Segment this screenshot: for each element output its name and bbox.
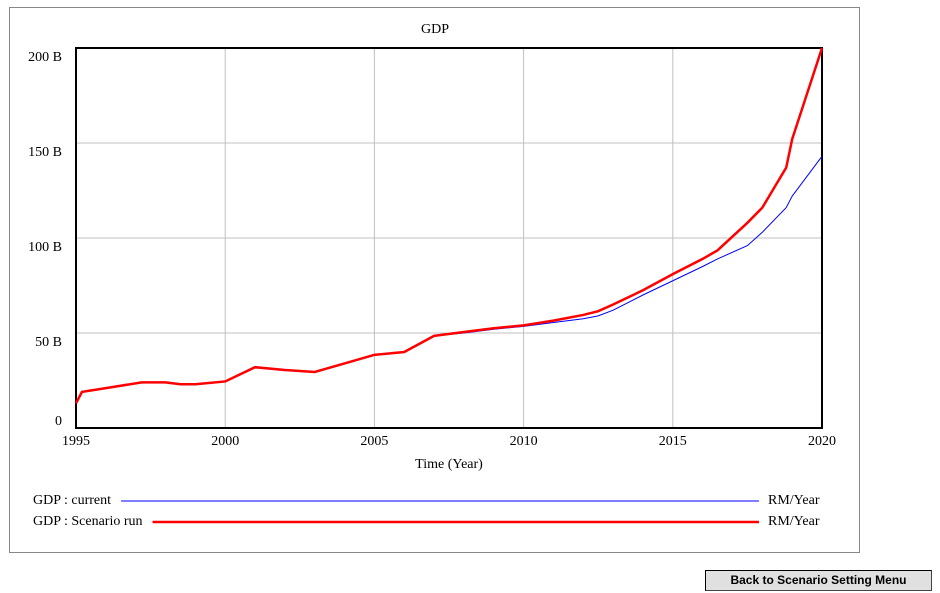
legend-label: GDP : Scenario run [33,514,143,529]
x-tick-label: 1995 [62,434,90,449]
chart-title: GDP [421,22,449,37]
x-tick-label: 2020 [808,434,836,449]
legend-unit: RM/Year [768,514,820,529]
y-tick-label: 50 B [35,335,62,350]
x-tick-label: 2000 [211,434,239,449]
x-tick-label: 2015 [659,434,687,449]
y-tick-label: 100 B [28,240,62,255]
chart-frame [9,7,860,553]
y-tick-label: 200 B [28,50,62,65]
y-tick-label: 0 [55,414,62,429]
plot-frame [75,47,823,429]
x-axis-label: Time (Year) [415,457,483,472]
x-tick-label: 2005 [360,434,388,449]
x-tick-label: 2010 [510,434,538,449]
y-tick-label: 150 B [28,145,62,160]
back-button[interactable]: Back to Scenario Setting Menu [705,570,932,591]
legend-label: GDP : current [33,493,111,508]
series-line [74,47,824,404]
legend-unit: RM/Year [768,493,820,508]
